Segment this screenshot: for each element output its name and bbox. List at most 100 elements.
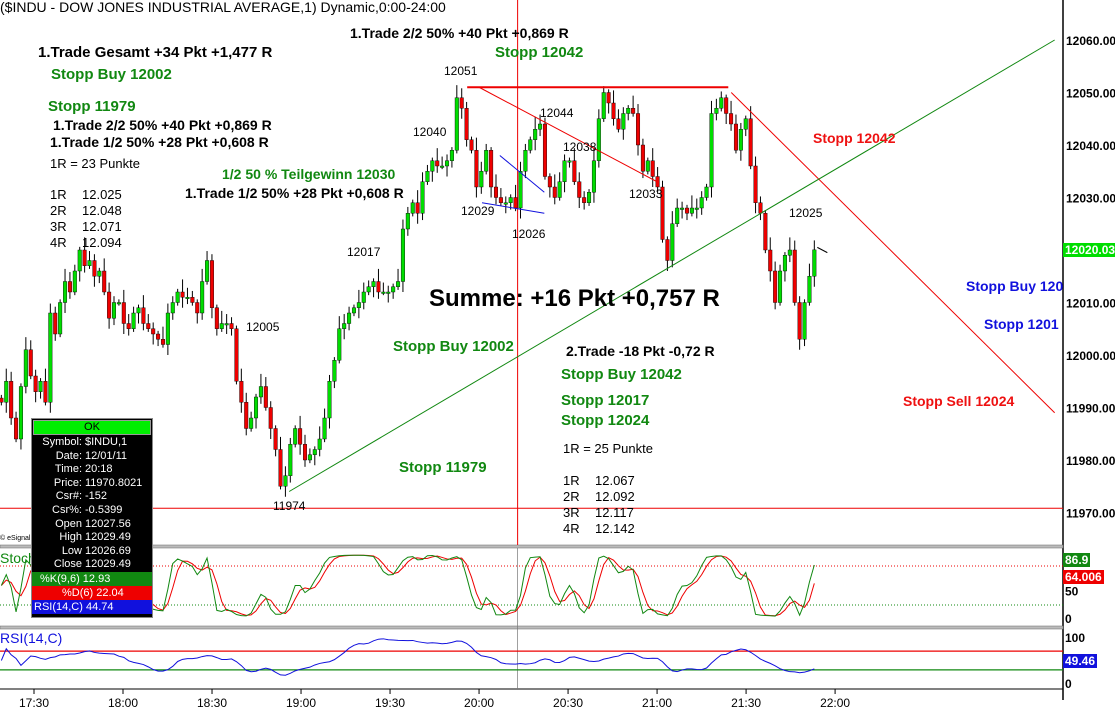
candle-down	[459, 97, 464, 109]
candle-down	[616, 118, 621, 130]
candle-down	[748, 118, 753, 167]
candle-down	[43, 381, 48, 403]
candle-up	[596, 118, 601, 161]
candle-up	[782, 255, 787, 272]
stop-buy-label: Stopp Buy 12002	[393, 338, 514, 355]
candle-up	[58, 302, 63, 335]
price-level-label: 12017	[347, 245, 381, 259]
row-value: 12029.49	[85, 558, 131, 571]
candle-up	[538, 123, 543, 130]
candle-up	[170, 302, 175, 314]
candle-up	[185, 297, 190, 299]
candle-up	[591, 160, 596, 193]
candle-up	[508, 197, 513, 203]
rsi-label: RSI(14,C)	[0, 630, 63, 646]
candle-down	[302, 444, 307, 461]
candle-down	[792, 249, 797, 303]
ok-button[interactable]: OK	[33, 420, 151, 435]
candle-up	[400, 228, 405, 282]
candle-up	[23, 349, 28, 387]
candle-up	[396, 281, 401, 287]
candle-down	[160, 339, 165, 345]
candle-down	[239, 381, 244, 403]
row-value: 12026.69	[85, 544, 131, 557]
candle-up	[131, 312, 136, 329]
candle-down	[763, 213, 768, 251]
candle-down	[126, 323, 131, 329]
r-level-value: 12.048	[82, 203, 122, 218]
candle-up	[645, 160, 650, 172]
row-key: Csr%:	[52, 503, 82, 516]
candle-down	[724, 97, 729, 114]
price-level-label: 12040	[413, 125, 447, 139]
candle-down	[577, 181, 582, 198]
candle-down	[572, 160, 577, 182]
candle-up	[293, 428, 298, 445]
panel-divider	[0, 544, 1064, 549]
candle-up	[807, 276, 812, 303]
candle-down	[498, 197, 503, 203]
candle-down	[489, 150, 494, 188]
candle-up	[337, 328, 342, 361]
candle-down	[660, 186, 665, 240]
candle-up	[694, 207, 699, 210]
candle-up	[63, 281, 68, 303]
candle-up	[709, 113, 714, 188]
price-level-label: 12033	[629, 187, 663, 201]
row-value: -0.5399	[85, 503, 123, 516]
r-level-value: 12.094	[82, 235, 122, 250]
candle-down	[53, 312, 58, 335]
candle-up	[621, 113, 626, 130]
price-level-label: 12044	[540, 106, 574, 120]
candle-up	[567, 160, 572, 163]
candle-up	[116, 302, 121, 305]
candle-down	[753, 165, 758, 203]
price-level-label: 12026	[512, 227, 546, 241]
trade-label: 1.Trade 1/2 50% +28 Pkt +0,608 R	[185, 185, 404, 201]
candle-up	[77, 249, 82, 272]
data-window-row: Price: 11970.8021	[32, 477, 152, 491]
time-tick-label: 19:00	[286, 696, 316, 710]
candle-up	[347, 312, 352, 324]
trade2-label: 2.Trade -18 Pkt -0,72 R	[566, 343, 715, 359]
candle-down	[464, 108, 469, 140]
stoch-label: Stoch	[0, 550, 36, 566]
data-window-row: Low 12026.69	[32, 545, 152, 559]
trade1-total-label: 1.Trade Gesamt +34 Pkt +1,477 R	[38, 44, 273, 61]
candle-up	[342, 323, 347, 329]
candle-up	[351, 307, 356, 314]
candle-down	[606, 92, 611, 104]
candle-up	[812, 249, 817, 277]
candle-up	[528, 139, 533, 151]
candle-down	[92, 260, 97, 277]
data-window-row: Open 12027.56	[32, 518, 152, 532]
rsi-last: 49.46	[1063, 654, 1098, 668]
row-key: Low	[61, 544, 82, 557]
candle-down	[768, 249, 773, 272]
candle-up	[391, 286, 396, 293]
candle-down	[0, 397, 4, 403]
last-price-tick	[817, 246, 828, 254]
candle-up	[249, 417, 254, 429]
r-level-name: 2R	[50, 203, 67, 218]
candle-down	[214, 307, 219, 329]
data-window-row: Symbol: $INDU,1	[32, 436, 152, 450]
candle-down	[28, 349, 33, 377]
candle-down	[611, 102, 616, 119]
row-value: 11970.8021	[85, 476, 143, 489]
candle-up	[219, 323, 224, 329]
r-level-name: 4R	[563, 521, 580, 536]
data-window[interactable]: OK Symbol: $INDU,1 Date: 12/01/11 Time: 20:18…	[31, 418, 153, 618]
candle-down	[376, 281, 381, 293]
candle-up	[680, 207, 685, 210]
candle-up	[738, 129, 743, 151]
price-tick-label: 12060.00	[1066, 34, 1115, 48]
time-tick-label: 20:00	[464, 696, 494, 710]
time-tick-label: 17:30	[19, 696, 49, 710]
stoch-tick-label: 50	[1065, 585, 1079, 599]
r-level-name: 4R	[50, 235, 67, 250]
candle-up	[366, 286, 371, 293]
candle-up	[523, 150, 528, 172]
candle-up	[445, 160, 450, 167]
